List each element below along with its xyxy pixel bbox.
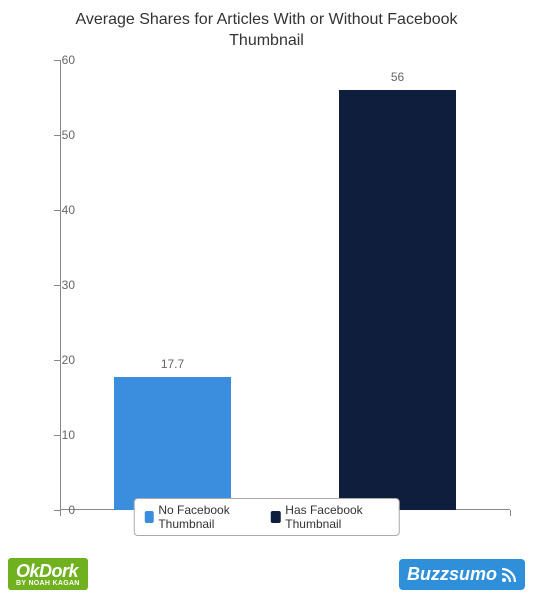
- y-tick-label: 0: [45, 503, 75, 517]
- y-tick-label: 50: [45, 128, 75, 142]
- chart-title: Average Shares for Articles With or With…: [0, 0, 533, 52]
- x-tick: [510, 510, 511, 516]
- legend-label-0: No Facebook Thumbnail: [158, 503, 257, 531]
- y-tick-label: 20: [45, 353, 75, 367]
- legend-swatch-0: [144, 511, 153, 523]
- bar: [114, 377, 231, 510]
- footer: OkDork BY NOAH KAGAN Buzzsumo: [0, 554, 533, 590]
- bar: [339, 90, 456, 510]
- bar-value-label: 17.7: [161, 357, 184, 371]
- y-tick-label: 30: [45, 278, 75, 292]
- bar-value-label: 56: [391, 70, 404, 84]
- legend-label-1: Has Facebook Thumbnail: [285, 503, 388, 531]
- okdork-logo-subtext: BY NOAH KAGAN: [16, 580, 80, 587]
- plot-area: 17.7 56: [60, 60, 510, 510]
- okdork-logo: OkDork BY NOAH KAGAN: [8, 558, 88, 590]
- legend-item: Has Facebook Thumbnail: [271, 503, 389, 531]
- buzzsumo-logo: Buzzsumo: [399, 559, 525, 590]
- legend-item: No Facebook Thumbnail: [144, 503, 257, 531]
- y-tick-label: 40: [45, 203, 75, 217]
- rss-icon: [501, 567, 517, 583]
- okdork-logo-text: OkDork: [16, 562, 80, 580]
- legend-swatch-1: [271, 511, 280, 523]
- y-tick-label: 10: [45, 428, 75, 442]
- legend: No Facebook Thumbnail Has Facebook Thumb…: [133, 498, 400, 536]
- buzzsumo-logo-text: Buzzsumo: [407, 564, 497, 585]
- y-tick-label: 60: [45, 53, 75, 67]
